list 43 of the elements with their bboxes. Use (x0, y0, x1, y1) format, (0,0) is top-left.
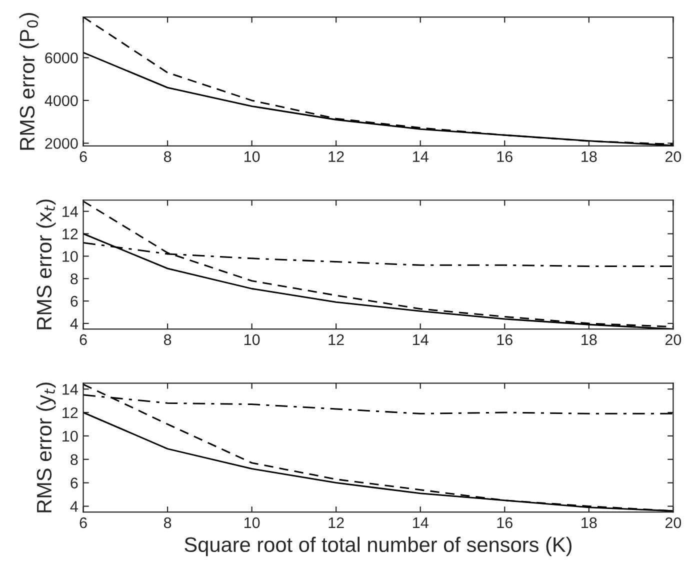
y-tick-label: 14 (62, 384, 78, 395)
x-tick-label: 16 (497, 151, 512, 162)
x-tick-label: 10 (244, 334, 260, 346)
x-tick-label: 12 (328, 517, 344, 528)
x-tick-label: 16 (497, 334, 512, 346)
x-tick-label: 10 (244, 151, 260, 162)
x-tick-label: 18 (582, 517, 597, 528)
y-tick-label: 10 (62, 430, 78, 442)
x-tick-label: 14 (413, 151, 428, 162)
x-tick-label: 6 (80, 151, 87, 162)
y-tick-label: 4 (70, 318, 78, 329)
y-tick-label: 12 (62, 407, 78, 418)
x-tick-label: 8 (164, 334, 172, 346)
y-tick-label: 6 (70, 296, 78, 307)
x-tick-label: 18 (582, 151, 597, 162)
y-axis-title: RMS error (y$_{t}$) (36, 382, 56, 512)
x-tick-label: 8 (164, 517, 172, 528)
x-tick-label: 12 (328, 151, 344, 162)
y-tick-label: 8 (70, 273, 78, 284)
y-tick-label: 6000 (45, 52, 78, 64)
y-axis-title: RMS error (x$_{t}$) (36, 200, 56, 330)
x-tick-label: 18 (582, 334, 597, 346)
y-tick-label: 8 (70, 454, 78, 466)
x-axis-title: Square root of total number of sensors (K) (184, 536, 572, 556)
y-tick-label: 2000 (45, 138, 78, 149)
x-tick-label: 6 (80, 517, 87, 528)
y-tick-label: 4 (70, 501, 78, 512)
y-axis-title: RMS error (P$_{0}$) (19, 13, 39, 150)
x-tick-label: 20 (665, 517, 682, 528)
y-tick-label: 6 (70, 478, 78, 488)
x-tick-label: 8 (164, 151, 172, 162)
y-tick-label: 12 (62, 228, 78, 240)
x-tick-label: 20 (665, 151, 682, 162)
y-tick-label: 14 (62, 206, 78, 217)
y-tick-label: 10 (62, 251, 78, 262)
y-tick-label: 4000 (44, 95, 78, 106)
x-tick-label: 16 (497, 517, 512, 528)
x-tick-label: 14 (413, 334, 428, 345)
x-tick-label: 14 (413, 518, 428, 528)
x-tick-label: 10 (244, 517, 260, 528)
x-tick-label: 12 (328, 334, 344, 345)
x-tick-label: 20 (665, 334, 682, 346)
x-tick-label: 6 (80, 334, 87, 346)
